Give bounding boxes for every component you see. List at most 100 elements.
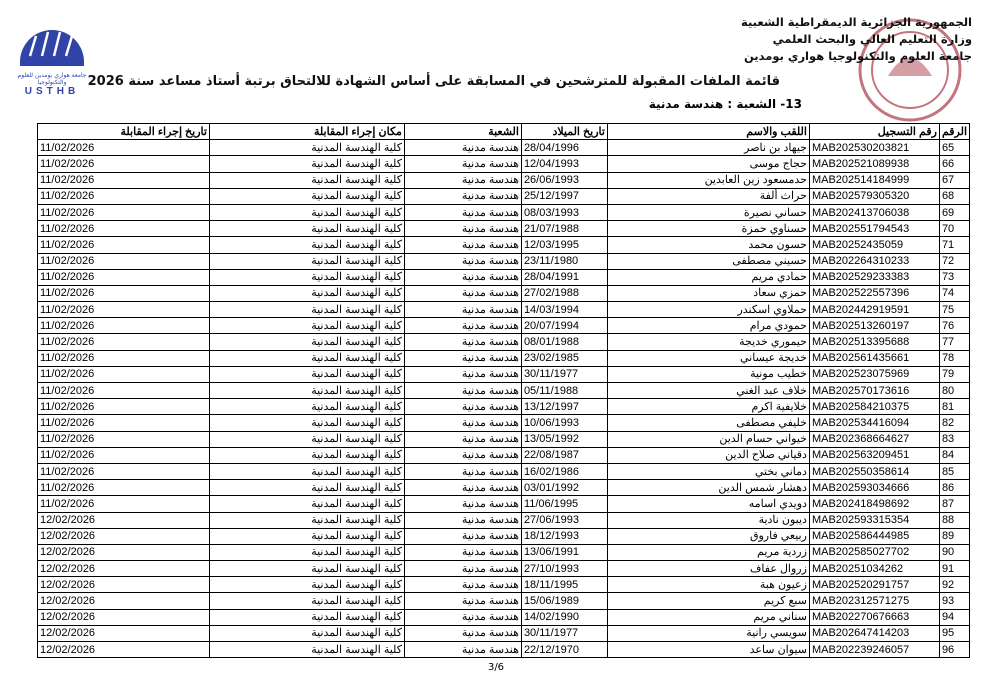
cell-interview-date: 12/02/2026 [37,511,210,529]
cell-number: 80 [938,381,971,400]
cell-number: 94 [938,608,971,626]
cell-registration: MAB20252435059 [808,236,940,254]
cell-number: 66 [938,155,971,173]
cell-registration: MAB202530203821 [808,139,940,157]
cell-name: حملاوي اسكندر [606,301,810,319]
cell-branch: هندسة مدنية [403,155,522,173]
cell-birthdate: 12/03/1995 [520,236,608,254]
table-row: 72 MAB202264310233 حسيني مصطفى 23/11/1980 هن… [37,252,971,270]
table-row: 69 MAB202413706038 حساني نصيرة 08/03/1993 هن… [37,203,971,222]
cell-interview-place: كلية الهندسة المدنية [208,560,405,578]
cell-interview-place: كلية الهندسة المدنية [208,398,405,416]
table-row: 71 MAB20252435059 حسون محمد 12/03/1995 هندسة… [37,236,971,254]
cell-name: حمادي مريم [606,268,810,286]
candidates-table: الرقم رقم التسجيل اللقب والاسم تاريخ الم… [37,122,971,659]
cell-interview-date: 12/02/2026 [37,624,210,643]
cell-name: خطيب مونية [606,365,810,384]
cell-registration: MAB202270676663 [808,608,940,626]
cell-branch: هندسة مدنية [403,349,522,367]
cell-name: خيواني حسام الدين [606,430,810,448]
table-row: 82 MAB202534416094 خليفي مصطفى 10/06/1993 هن… [37,414,971,432]
cell-branch: هندسة مدنية [403,543,522,562]
table-row: 81 MAB202584210375 خلايفية اكرم 13/12/1997 ه… [37,398,971,416]
cell-name: زردية مريم [606,543,810,562]
cell-name: حمودي مرام [606,317,810,335]
cell-number: 78 [938,349,971,367]
cell-registration: MAB20251034262 [808,560,940,578]
cell-name: حجاج موسى [606,155,810,173]
document-title: قائمة الملفات المقبولة للمترشحين في المس… [87,74,780,89]
cell-registration: MAB202442919591 [808,301,940,319]
cell-registration: MAB202522557396 [808,284,940,303]
cell-branch: هندسة مدنية [403,381,522,400]
cell-number: 70 [938,220,971,238]
cell-registration: MAB202550358614 [808,462,940,481]
cell-name: دهشار شمس الدين [606,479,810,497]
cell-name: ديبون نادية [606,511,810,529]
cell-registration: MAB202521089938 [808,155,940,173]
cell-branch: هندسة مدنية [403,592,522,610]
cell-birthdate: 18/11/1995 [520,576,608,594]
cell-branch: هندسة مدنية [403,268,522,286]
cell-interview-place: كلية الهندسة المدنية [208,576,405,594]
cell-name: خليفي مصطفى [606,414,810,432]
cell-birthdate: 12/04/1993 [520,155,608,173]
table-row: 92 MAB202520291757 زعيون هبة 18/11/1995 هندس… [37,576,971,594]
cell-interview-date: 11/02/2026 [37,381,210,400]
cell-interview-date: 11/02/2026 [37,155,210,173]
cell-branch: هندسة مدنية [403,398,522,416]
cell-birthdate: 14/02/1990 [520,608,608,626]
cell-name: سناني مريم [606,608,810,626]
cell-name: حيموري خديجة [606,333,810,351]
table-row: 87 MAB202418498692 دويدي اسامه 11/06/1995 هن… [37,495,971,513]
cell-registration: MAB202586444985 [808,527,940,545]
cell-branch: هندسة مدنية [403,430,522,448]
cell-name: سويسي رانية [606,624,810,643]
cell-interview-place: كلية الهندسة المدنية [208,252,405,270]
cell-interview-place: كلية الهندسة المدنية [208,203,405,222]
cell-birthdate: 23/11/1980 [520,252,608,270]
table-row: 80 MAB202570173616 خلاف عبد الغني 05/11/198… [37,381,971,400]
cell-number: 85 [938,462,971,481]
cell-branch: هندسة مدنية [403,365,522,384]
cell-birthdate: 27/02/1988 [520,284,608,303]
cell-interview-date: 11/02/2026 [37,187,210,205]
cell-birthdate: 08/03/1993 [520,203,608,222]
cell-birthdate: 20/07/1994 [520,317,608,335]
cell-birthdate: 11/06/1995 [520,495,608,513]
cell-interview-place: كلية الهندسة المدنية [208,414,405,432]
cell-name: خلايفية اكرم [606,398,810,416]
cell-interview-place: كلية الهندسة المدنية [208,543,405,562]
cell-name: سيوان ساعد [606,640,810,659]
cell-registration: MAB202239246057 [808,640,940,659]
cell-birthdate: 27/10/1993 [520,560,608,578]
cell-birthdate: 25/12/1997 [520,187,608,205]
col-header-interview-place: مكان إجراء المقابلة [208,122,405,141]
cell-interview-place: كلية الهندسة المدنية [208,511,405,529]
table-row: 94 MAB202270676663 سناني مريم 14/02/1990 هند… [37,608,971,626]
cell-name: سبع كريم [606,592,810,610]
cell-interview-place: كلية الهندسة المدنية [208,381,405,400]
cell-interview-date: 12/02/2026 [37,608,210,626]
cell-branch: هندسة مدنية [403,527,522,545]
cell-birthdate: 22/12/1970 [520,640,608,659]
cell-number: 65 [938,139,971,157]
cell-interview-date: 12/02/2026 [37,592,210,610]
cell-interview-date: 11/02/2026 [37,398,210,416]
cell-interview-date: 12/02/2026 [37,640,210,659]
cell-interview-place: كلية الهندسة المدنية [208,608,405,626]
logo-text: USTHB [24,86,80,97]
cell-name: حسون محمد [606,236,810,254]
cell-branch: هندسة مدنية [403,640,522,659]
cell-birthdate: 28/04/1991 [520,268,608,286]
table-row: 83 MAB202368664627 خيواني حسام الدين 13/05/… [37,430,971,448]
table-row: 86 MAB202593034666 دهشار شمس الدين 03/01/19… [37,479,971,497]
cell-birthdate: 23/02/1985 [520,349,608,367]
cell-interview-date: 11/02/2026 [37,252,210,270]
cell-number: 86 [938,479,971,497]
table-row: 84 MAB202563209451 دقياني صلاح الدين 22/08/… [37,446,971,464]
cell-name: دويدي اسامه [606,495,810,513]
cell-interview-date: 11/02/2026 [37,333,210,351]
cell-branch: هندسة مدنية [403,560,522,578]
